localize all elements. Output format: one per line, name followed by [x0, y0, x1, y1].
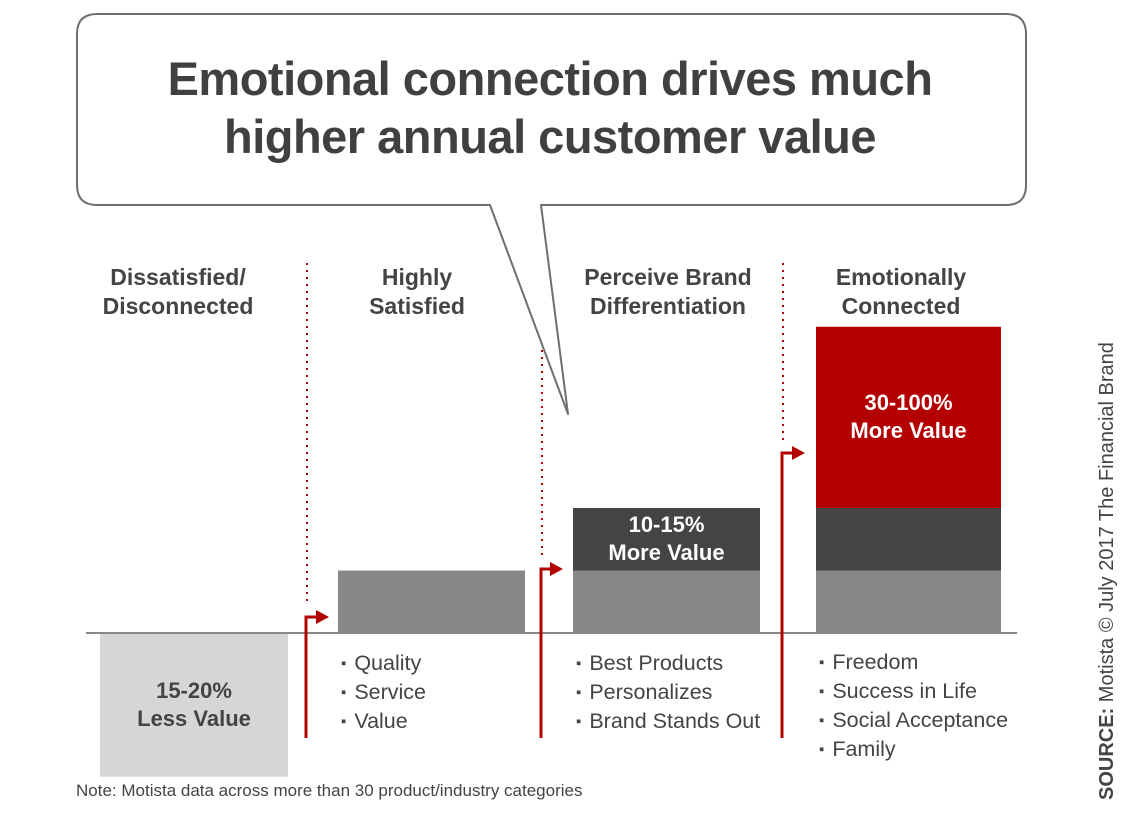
arrow-head-icon [316, 610, 329, 624]
value-label: 10-15% More Value [573, 511, 760, 567]
bar-segment-base [573, 570, 760, 633]
driver-item: Social Acceptance [819, 707, 1008, 736]
driver-list-emotionally-connected: Freedom Success in Life Social Acceptanc… [819, 649, 1008, 765]
arrow-head-icon [550, 562, 563, 576]
driver-item: Value [341, 708, 426, 737]
value-label-caption: More Value [850, 418, 967, 444]
arrow-head-icon [792, 446, 805, 460]
step-arrow-line [304, 615, 319, 738]
driver-item: Service [341, 679, 426, 708]
speech-bubble [76, 13, 1027, 415]
source-credit: SOURCE: Motista © July 2017 The Financia… [1096, 342, 1119, 800]
driver-item: Freedom [819, 649, 1008, 678]
bar-segment-added [573, 508, 760, 571]
driver-item: Family [819, 736, 1008, 765]
driver-item: Personalizes [576, 679, 760, 708]
source-prefix: SOURCE: [1096, 707, 1118, 800]
bar-segment-base [816, 570, 1001, 633]
driver-list-highly-satisfied: Quality Service Value [341, 650, 426, 737]
bar-segment-base [338, 570, 525, 633]
driver-item: Success in Life [819, 678, 1008, 707]
driver-item: Quality [341, 650, 426, 679]
value-label-percent: 15-20% [156, 677, 232, 703]
source-text: Motista © July 2017 The Financial Brand [1096, 342, 1118, 703]
value-label-percent: 10-15% [628, 512, 705, 538]
value-label: 30-100% More Value [816, 389, 1001, 445]
bar-segment-less-value [100, 633, 288, 777]
driver-item: Best Products [576, 650, 760, 679]
driver-item: Brand Stands Out [576, 708, 760, 737]
category-label-highly-satisfied: Highly Satisfied [369, 264, 465, 319]
bar-segment-emotional [816, 326, 1001, 508]
footnote: Note: Motista data across more than 30 p… [76, 781, 583, 800]
value-label-caption: Less Value [137, 705, 251, 731]
value-label: 15-20% Less Value [100, 677, 288, 733]
driver-list-brand-differentiation: Best Products Personalizes Brand Stands … [576, 650, 760, 737]
category-label-brand-differentiation: Perceive Brand Differentiation [584, 264, 752, 319]
value-label-caption: More Value [608, 540, 725, 566]
bar-segment-added [816, 508, 1001, 571]
value-label-percent: 30-100% [864, 390, 953, 416]
category-label-dissatisfied: Dissatisfied/ Disconnected [102, 264, 254, 319]
chart-title: Emotional connection drives much higher … [167, 52, 933, 163]
category-label-emotionally-connected: Emotionally Connected [835, 264, 967, 319]
step-arrow-line [539, 567, 553, 738]
step-arrow-line [780, 451, 795, 738]
